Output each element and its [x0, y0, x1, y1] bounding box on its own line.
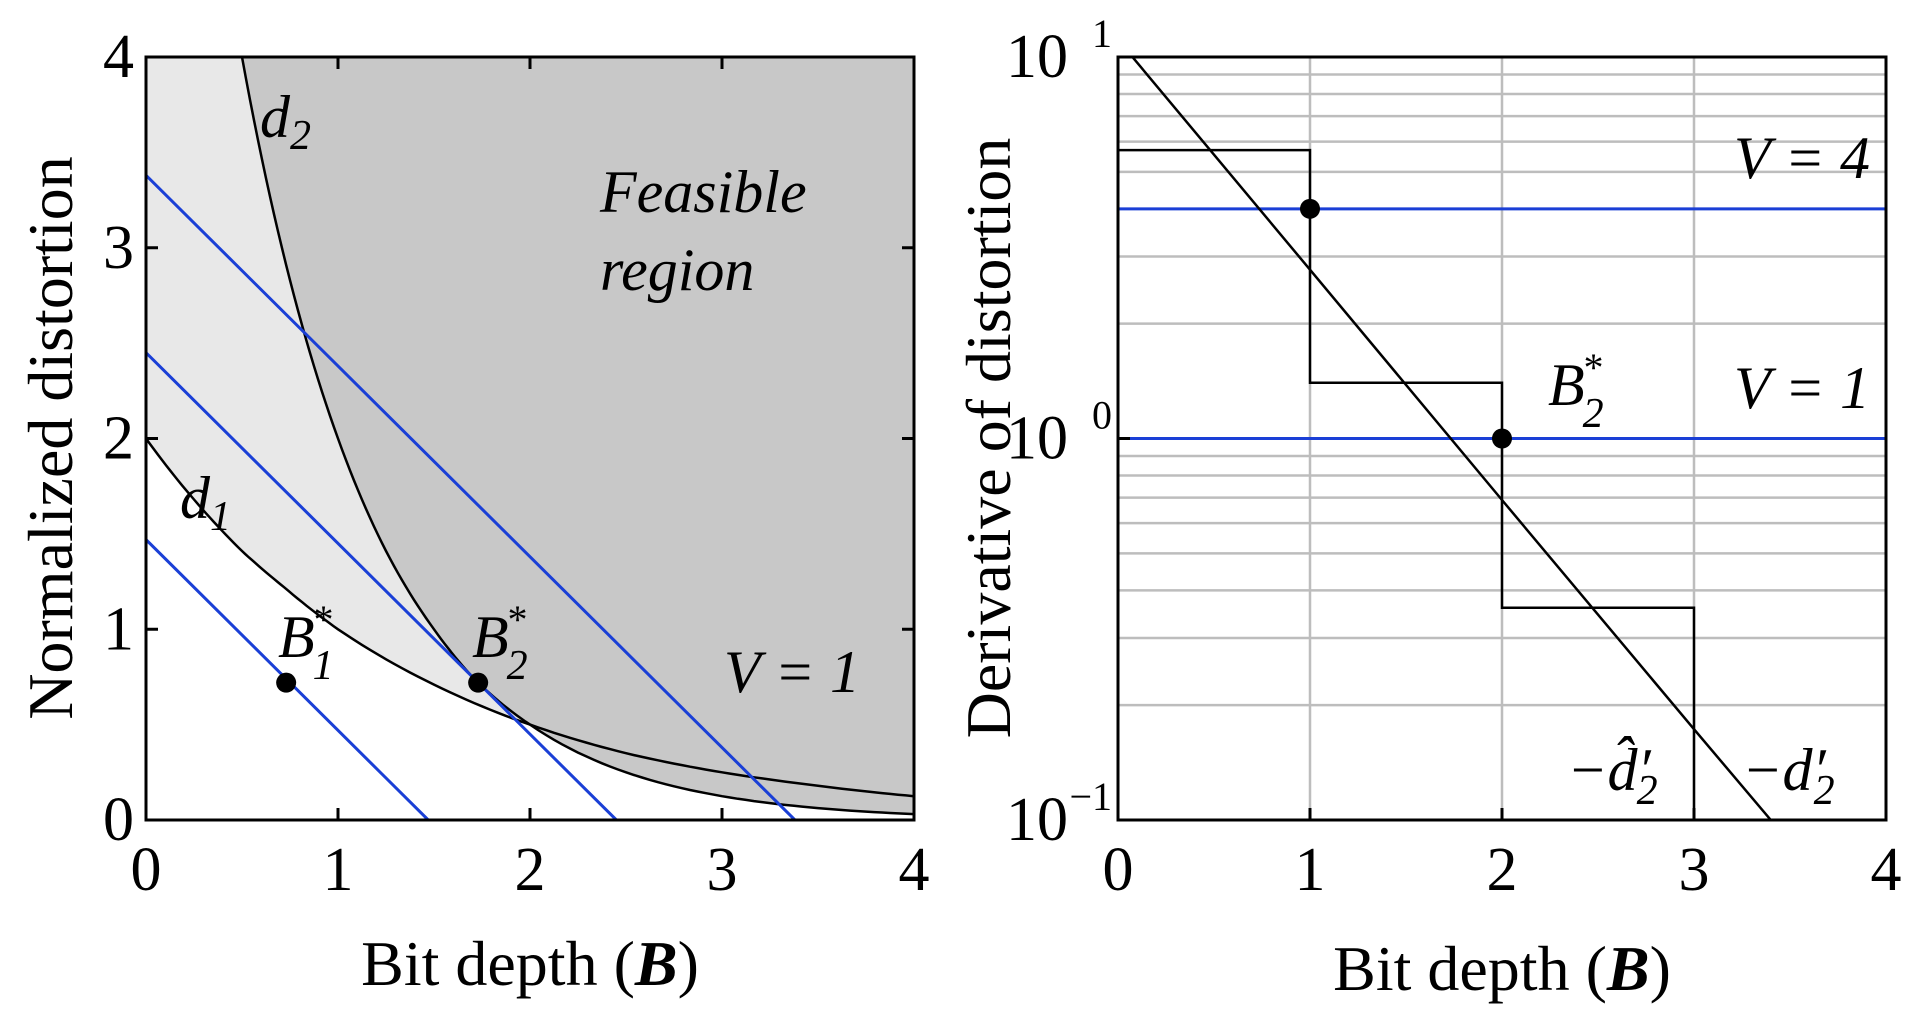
right-point-2	[1492, 428, 1512, 449]
right-ytick-exp: 0	[1092, 393, 1112, 438]
right-ytick-exp: 1	[1092, 11, 1112, 56]
right-ytick-exp: −1	[1069, 774, 1112, 819]
left-chart: 0 1 2 3 4 0 1 2 3 4 d2 d1 Feasible region V = 1 B…	[15, 23, 930, 999]
left-ytick-label: 4	[103, 23, 134, 91]
label-d1: d1	[180, 465, 231, 540]
left-ytick-label: 3	[103, 214, 134, 282]
label-v1-right: V = 1	[1734, 355, 1870, 421]
point-B1-star	[276, 672, 297, 693]
left-xtick-label: 3	[707, 836, 738, 904]
label-v1-left: V = 1	[724, 639, 860, 705]
right-ytick-label: 10	[1006, 405, 1068, 473]
tangent-line-2	[146, 351, 618, 820]
left-ytick-label: 2	[103, 405, 134, 473]
label-B2-star-right: B2*	[1548, 345, 1604, 437]
right-xtick-label: 3	[1679, 836, 1710, 904]
left-xtick-label: 1	[323, 836, 354, 904]
left-xtick-label: 4	[899, 836, 930, 904]
label-neg-d2-prime: −d′2	[1742, 737, 1835, 814]
left-xtick-label: 0	[131, 836, 162, 904]
label-B2-star-left: B2*	[472, 597, 528, 689]
right-xtick-label: 4	[1871, 836, 1902, 904]
point-B2-star	[468, 672, 489, 693]
right-xlabel: Bit depth (B)	[1333, 933, 1671, 1004]
right-xtick-label: 1	[1295, 836, 1326, 904]
tangent-line-3	[146, 174, 797, 820]
right-ytick-label: 10	[1006, 786, 1068, 854]
label-v4: V = 4	[1734, 125, 1870, 191]
label-neg-d2-hat-prime: −d̂′2	[1567, 737, 1658, 814]
right-xtick-label: 2	[1487, 836, 1518, 904]
right-ylabel: Derivative of distortion	[953, 138, 1024, 739]
right-ytick-label: 10	[1006, 23, 1068, 91]
left-ytick-label: 1	[103, 595, 134, 663]
left-xlabel: Bit depth (B)	[361, 928, 699, 999]
curve-neg-d2-hat-prime	[1118, 148, 1696, 820]
left-ylabel: Normalized distortion	[15, 156, 86, 719]
feasible-label: Feasible	[599, 159, 807, 225]
left-xtick-label: 2	[515, 836, 546, 904]
label-B1-star: B1*	[278, 597, 334, 689]
right-xtick-label: 0	[1103, 836, 1134, 904]
right-point-1	[1300, 198, 1320, 219]
label-d2: d2	[260, 84, 311, 159]
feasible-region	[242, 57, 914, 815]
left-ytick-label: 0	[103, 786, 134, 854]
region-label: region	[600, 237, 754, 303]
